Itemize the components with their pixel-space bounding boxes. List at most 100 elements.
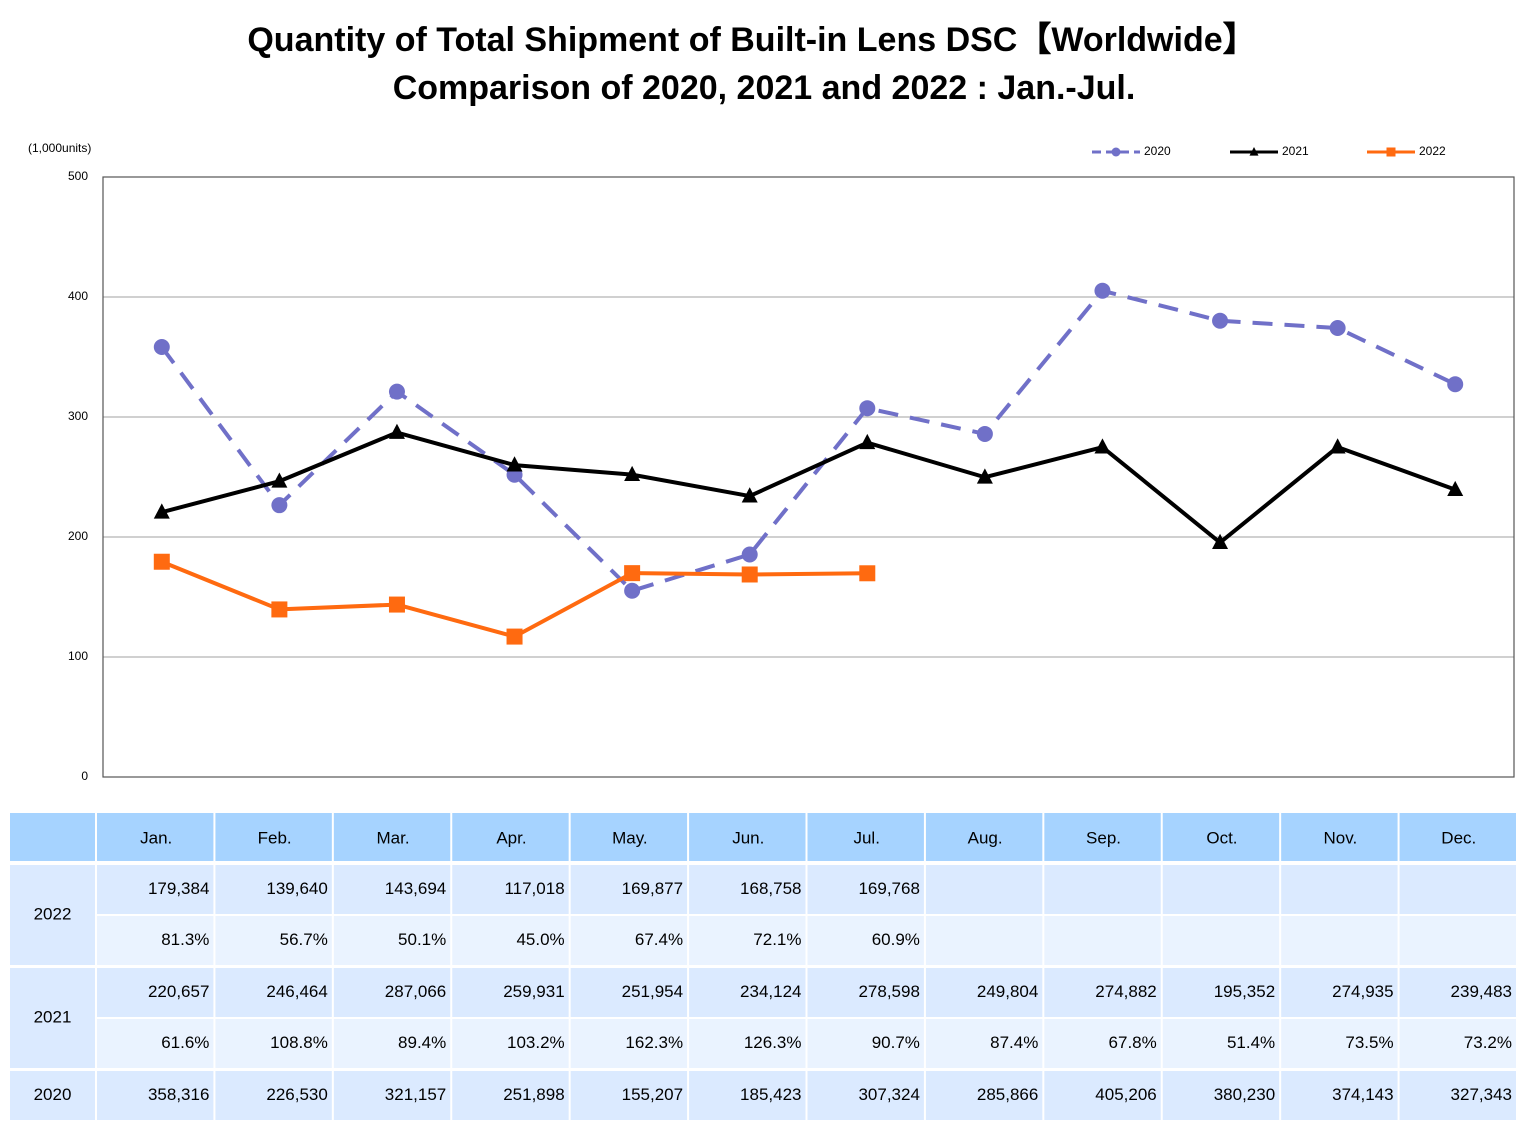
data-point	[976, 425, 993, 442]
table-value: 73.5%	[1345, 1033, 1393, 1052]
table-header-cell	[333, 813, 451, 861]
table-header-bg	[10, 813, 95, 861]
table-header-cell	[1399, 813, 1516, 861]
y-tick-label: 300	[68, 409, 88, 423]
table-cell	[570, 968, 688, 1017]
data-point	[624, 465, 641, 482]
table-value: 307,324	[858, 1085, 919, 1104]
table-value: 89.4%	[398, 1033, 446, 1052]
table-year-label: 2021	[34, 1007, 72, 1026]
table-year-cell	[10, 968, 95, 1068]
table-cell	[570, 865, 688, 914]
table-cell	[807, 1019, 924, 1068]
table-cell	[97, 865, 214, 914]
table-cell	[1281, 968, 1398, 1017]
table-header-label: Jul.	[853, 828, 879, 847]
table-header-label: Mar.	[377, 828, 410, 847]
table-header-cell	[1162, 813, 1280, 861]
table-cell	[333, 1019, 451, 1068]
table-cell	[1044, 1019, 1161, 1068]
table-value: 234,124	[740, 982, 801, 1001]
data-point	[624, 582, 641, 599]
table-header-label: Jun.	[732, 828, 764, 847]
y-tick-label: 200	[68, 529, 88, 543]
table-cell	[925, 968, 1043, 1017]
table-value: 274,935	[1332, 982, 1393, 1001]
table-cell	[1162, 865, 1280, 914]
data-point	[1329, 320, 1346, 337]
table-header-label: Dec.	[1441, 828, 1476, 847]
table-value: 139,640	[266, 879, 327, 898]
table-cell	[925, 865, 1043, 914]
table-year-cell	[10, 865, 95, 965]
table-header-cell	[689, 813, 806, 861]
data-point	[271, 497, 288, 514]
table-cell	[333, 1071, 451, 1120]
table-cell	[1399, 916, 1516, 965]
table-cell	[1399, 865, 1516, 914]
table-header-cell	[925, 813, 1043, 861]
legend-marker	[1249, 147, 1259, 156]
table-year-label: 2020	[34, 1085, 72, 1104]
y-tick-label: 400	[68, 289, 88, 303]
table-value: 220,657	[148, 982, 209, 1001]
data-point	[1212, 312, 1229, 329]
table-cell	[333, 865, 451, 914]
table-value: 249,804	[977, 982, 1038, 1001]
table-cell	[333, 916, 451, 965]
table-value: 108.8%	[270, 1033, 328, 1052]
table-cell	[570, 1019, 688, 1068]
table-cell	[1162, 916, 1280, 965]
data-point	[271, 601, 288, 618]
table-cell	[1281, 916, 1398, 965]
table-cell	[97, 916, 214, 965]
table-cell	[925, 1071, 1043, 1120]
table-value: 60.9%	[872, 930, 920, 949]
table-cell	[452, 1019, 569, 1068]
table-value: 126.3%	[744, 1033, 802, 1052]
table-value: 405,206	[1095, 1085, 1156, 1104]
table-year-label: 2022	[34, 904, 72, 923]
table-cell	[689, 916, 806, 965]
table-cell	[215, 865, 332, 914]
table-value: 103.2%	[507, 1033, 565, 1052]
table-header-label: Oct.	[1206, 828, 1237, 847]
table-cell	[1044, 1071, 1161, 1120]
table-value: 51.4%	[1227, 1033, 1275, 1052]
table-cell	[1399, 968, 1516, 1017]
table-value: 195,352	[1214, 982, 1275, 1001]
table-value: 380,230	[1214, 1085, 1275, 1104]
table-cell	[97, 1019, 214, 1068]
table-value: 274,882	[1095, 982, 1156, 1001]
table-value: 155,207	[622, 1085, 683, 1104]
data-point	[859, 433, 876, 450]
table-value: 251,898	[503, 1085, 564, 1104]
table-value: 259,931	[503, 982, 564, 1001]
table-value: 185,423	[740, 1085, 801, 1104]
table-value: 239,483	[1451, 982, 1512, 1001]
table-value: 50.1%	[398, 930, 446, 949]
table-value: 246,464	[266, 982, 327, 1001]
data-point	[388, 596, 405, 613]
data-point	[1094, 282, 1111, 299]
table-value: 67.4%	[635, 930, 683, 949]
table-cell	[1044, 968, 1161, 1017]
table-value: 287,066	[385, 982, 446, 1001]
table-cell	[1162, 1071, 1280, 1120]
data-point	[1329, 438, 1346, 454]
table-value: 226,530	[266, 1085, 327, 1104]
table-cell	[689, 968, 806, 1017]
table-header-label: Sep.	[1086, 828, 1121, 847]
data-point	[741, 546, 758, 563]
table-cell	[807, 968, 924, 1017]
table-cell	[925, 1019, 1043, 1068]
table-header-label: Aug.	[968, 828, 1003, 847]
table-cell	[1281, 1071, 1398, 1120]
chart-title: Quantity of Total Shipment of Built-in L…	[247, 21, 1256, 59]
data-point	[153, 503, 170, 519]
table-cell	[452, 916, 569, 965]
table-value: 285,866	[977, 1085, 1038, 1104]
data-point	[859, 565, 876, 582]
table-header-label: Nov.	[1324, 828, 1358, 847]
table-value: 168,758	[740, 879, 801, 898]
